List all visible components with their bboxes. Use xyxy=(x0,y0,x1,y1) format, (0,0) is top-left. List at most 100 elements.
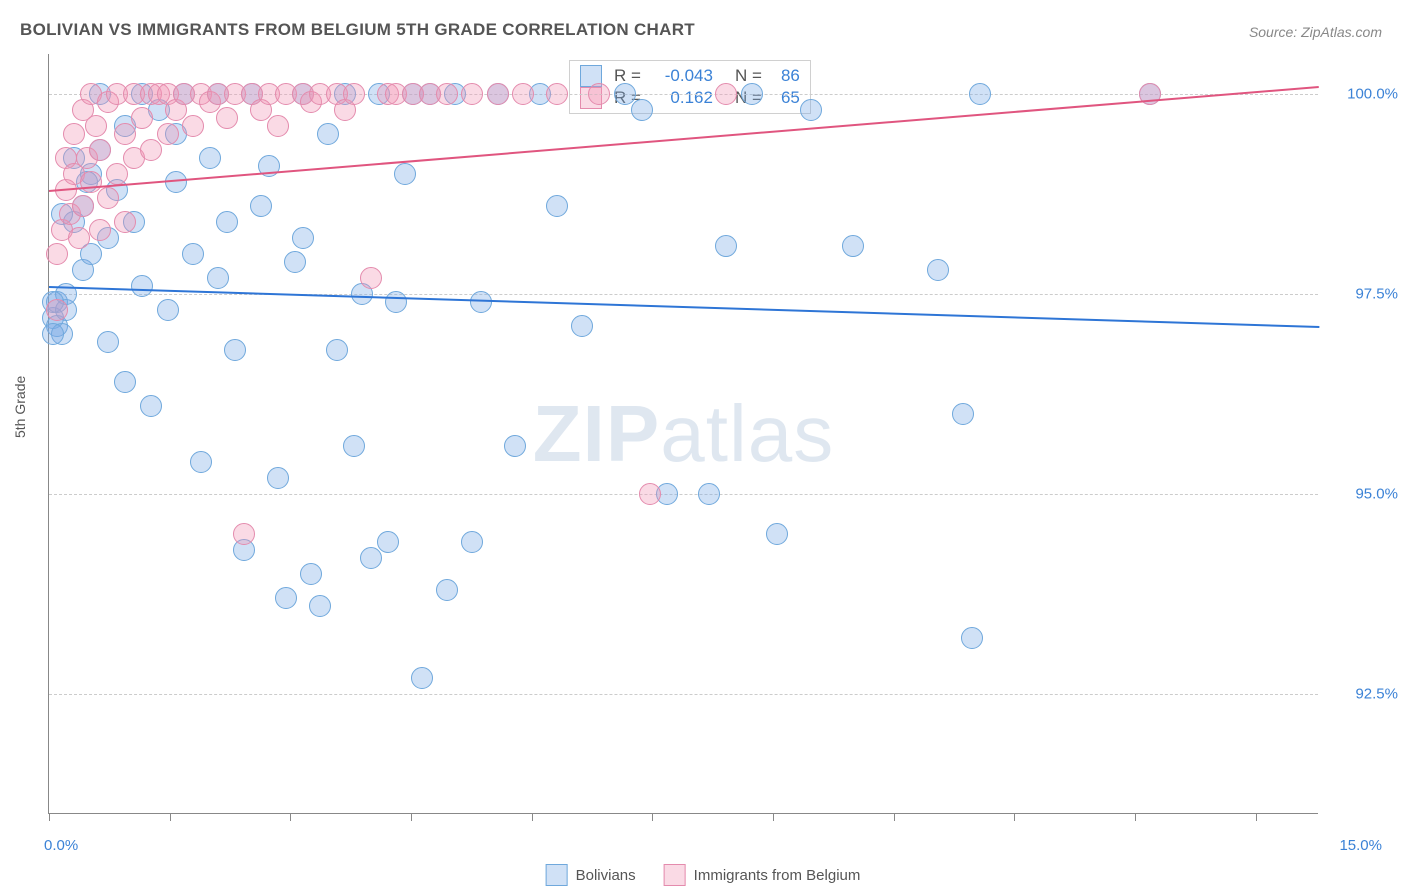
legend-label-2: Immigrants from Belgium xyxy=(694,867,861,884)
scatter-point xyxy=(114,211,136,233)
scatter-point xyxy=(927,259,949,281)
scatter-point xyxy=(461,83,483,105)
scatter-point xyxy=(182,243,204,265)
gridline xyxy=(49,694,1318,695)
scatter-point xyxy=(326,339,348,361)
scatter-point xyxy=(292,227,314,249)
scatter-point xyxy=(106,163,128,185)
scatter-point xyxy=(470,291,492,313)
x-tick xyxy=(773,813,774,821)
x-tick xyxy=(532,813,533,821)
scatter-point xyxy=(639,483,661,505)
scatter-point xyxy=(546,83,568,105)
scatter-point xyxy=(284,251,306,273)
watermark-zip: ZIP xyxy=(533,389,660,478)
scatter-point xyxy=(631,99,653,121)
y-tick-label: 95.0% xyxy=(1355,486,1398,503)
scatter-point xyxy=(571,315,593,337)
scatter-point xyxy=(97,187,119,209)
legend-swatch-1 xyxy=(546,864,568,886)
scatter-point xyxy=(80,171,102,193)
stats-row-1: R = -0.043 N = 86 xyxy=(580,65,800,87)
scatter-point xyxy=(436,83,458,105)
stats-n-value-2: 65 xyxy=(770,88,800,108)
watermark-atlas: atlas xyxy=(660,389,834,478)
scatter-point xyxy=(385,291,407,313)
stats-r-value-2: 0.162 xyxy=(649,88,713,108)
scatter-point xyxy=(131,107,153,129)
y-tick-label: 100.0% xyxy=(1347,86,1398,103)
scatter-point xyxy=(504,435,526,457)
scatter-point xyxy=(199,147,221,169)
scatter-point xyxy=(114,123,136,145)
scatter-point xyxy=(157,123,179,145)
x-tick xyxy=(290,813,291,821)
scatter-point xyxy=(741,83,763,105)
scatter-point xyxy=(360,547,382,569)
scatter-point xyxy=(85,115,107,137)
trend-line xyxy=(49,286,1319,328)
scatter-point xyxy=(114,371,136,393)
x-tick xyxy=(894,813,895,821)
scatter-point xyxy=(89,139,111,161)
x-tick xyxy=(1014,813,1015,821)
scatter-point xyxy=(360,267,382,289)
legend-item-1: Bolivians xyxy=(546,864,636,886)
scatter-point xyxy=(131,275,153,297)
x-tick xyxy=(170,813,171,821)
scatter-point xyxy=(317,123,339,145)
scatter-point xyxy=(97,331,119,353)
scatter-point xyxy=(224,339,246,361)
chart-legend: Bolivians Immigrants from Belgium xyxy=(546,864,861,886)
scatter-point xyxy=(461,531,483,553)
scatter-point xyxy=(842,235,864,257)
scatter-point xyxy=(343,435,365,457)
x-tick xyxy=(411,813,412,821)
scatter-point xyxy=(800,99,822,121)
scatter-point xyxy=(411,667,433,689)
scatter-point xyxy=(343,83,365,105)
scatter-point xyxy=(140,139,162,161)
x-axis-max-label: 15.0% xyxy=(1339,837,1382,854)
scatter-point xyxy=(46,243,68,265)
scatter-point xyxy=(436,579,458,601)
x-tick xyxy=(49,813,50,821)
source-attribution: Source: ZipAtlas.com xyxy=(1249,24,1382,40)
scatter-point xyxy=(766,523,788,545)
scatter-point xyxy=(614,83,636,105)
scatter-point xyxy=(89,219,111,241)
scatter-point xyxy=(715,235,737,257)
scatter-point xyxy=(157,299,179,321)
legend-swatch-2 xyxy=(664,864,686,886)
x-tick xyxy=(1256,813,1257,821)
y-tick-label: 92.5% xyxy=(1355,686,1398,703)
chart-title: BOLIVIAN VS IMMIGRANTS FROM BELGIUM 5TH … xyxy=(20,20,695,40)
legend-item-2: Immigrants from Belgium xyxy=(664,864,861,886)
stats-r-value-1: -0.043 xyxy=(649,66,713,86)
scatter-point xyxy=(300,563,322,585)
scatter-point xyxy=(267,115,289,137)
scatter-point xyxy=(546,195,568,217)
scatter-point xyxy=(190,451,212,473)
gridline xyxy=(49,294,1318,295)
scatter-point xyxy=(969,83,991,105)
stats-row-2: R = 0.162 N = 65 xyxy=(580,87,800,109)
scatter-point xyxy=(72,195,94,217)
x-tick xyxy=(1135,813,1136,821)
y-tick-label: 97.5% xyxy=(1355,286,1398,303)
gridline xyxy=(49,494,1318,495)
scatter-point xyxy=(216,211,238,233)
scatter-point xyxy=(512,83,534,105)
scatter-point xyxy=(952,403,974,425)
scatter-point xyxy=(267,467,289,489)
legend-label-1: Bolivians xyxy=(576,867,636,884)
scatter-point xyxy=(377,531,399,553)
scatter-point xyxy=(233,523,255,545)
scatter-point xyxy=(182,115,204,137)
watermark: ZIPatlas xyxy=(533,388,834,480)
scatter-point xyxy=(216,107,238,129)
scatter-point xyxy=(250,195,272,217)
scatter-point xyxy=(140,395,162,417)
stats-n-value-1: 86 xyxy=(770,66,800,86)
scatter-point xyxy=(63,123,85,145)
